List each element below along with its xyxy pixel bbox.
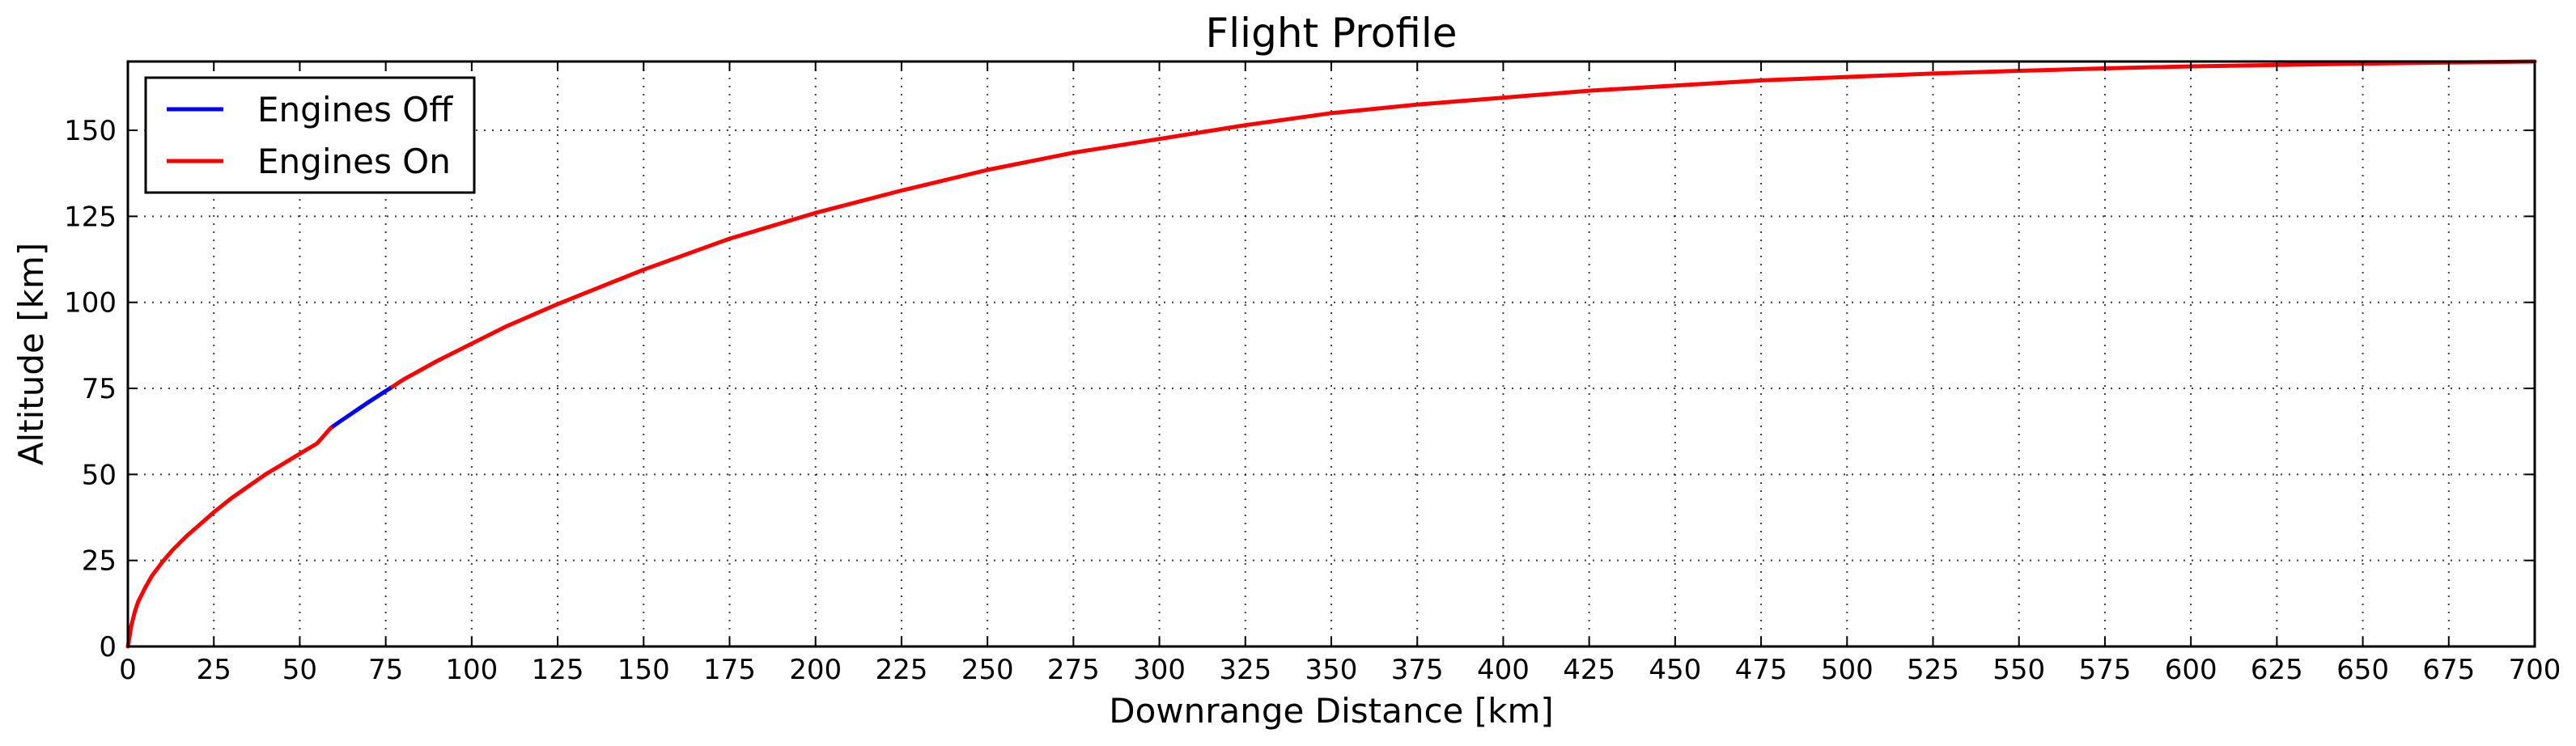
x-tick-label: 225 [875, 654, 927, 686]
x-tick-label: 450 [1649, 654, 1701, 686]
x-axis-label: Downrange Distance [km] [1109, 691, 1554, 731]
x-tick-label: 675 [2422, 654, 2475, 686]
x-tick-label: 100 [445, 654, 498, 686]
x-tick-label: 475 [1735, 654, 1788, 686]
series-layer [125, 59, 2537, 649]
y-tick-label: 75 [82, 373, 117, 405]
chart-title: Flight Profile [1206, 10, 1458, 57]
series-line-engines-on [125, 426, 333, 649]
x-tick-label: 75 [368, 654, 403, 686]
x-tick-label: 500 [1821, 654, 1874, 686]
x-tick-label: 50 [282, 654, 317, 686]
x-tick-label: 525 [1907, 654, 1959, 686]
x-tick-label: 125 [532, 654, 584, 686]
x-tick-label: 250 [961, 654, 1014, 686]
x-tick-label: 300 [1133, 654, 1186, 686]
x-tick-label: 650 [2336, 654, 2389, 686]
tick-layer: 0 25 50 75 100 125 150 175 200 225 250 275 300 325 350… [64, 61, 2561, 686]
y-tick-label: 0 [99, 631, 117, 663]
x-tick-label: 25 [197, 654, 231, 686]
legend-label-engines-off: Engines Off [257, 90, 453, 129]
y-tick-label: 125 [64, 201, 117, 233]
x-tick-label: 175 [703, 654, 756, 686]
y-tick-label: 100 [64, 287, 117, 320]
x-tick-label: 575 [2078, 654, 2131, 686]
series-line-engines-off [329, 384, 395, 430]
x-tick-label: 325 [1219, 654, 1271, 686]
x-tick-label: 375 [1391, 654, 1444, 686]
y-tick-label: 25 [82, 545, 117, 578]
x-tick-label: 550 [1992, 654, 2045, 686]
x-tick-label: 425 [1563, 654, 1615, 686]
y-tick-label: 150 [64, 115, 117, 147]
series-line-engines-on [390, 59, 2537, 389]
x-tick-label: 400 [1477, 654, 1530, 686]
x-tick-label: 350 [1305, 654, 1358, 686]
x-tick-label: 200 [789, 654, 842, 686]
x-tick-label: 625 [2251, 654, 2303, 686]
grid-layer [128, 61, 2535, 646]
y-tick-label: 50 [82, 459, 117, 491]
x-tick-label: 150 [617, 654, 670, 686]
legend: Engines Off Engines On [144, 76, 476, 194]
legend-box [144, 76, 476, 194]
x-tick-label: 0 [119, 654, 137, 686]
x-tick-label: 700 [2509, 654, 2561, 686]
x-tick-label: 600 [2165, 654, 2217, 686]
x-tick-label: 275 [1047, 654, 1100, 686]
y-axis-label: Altitude [km] [11, 243, 51, 465]
legend-label-engines-on: Engines On [257, 142, 451, 181]
